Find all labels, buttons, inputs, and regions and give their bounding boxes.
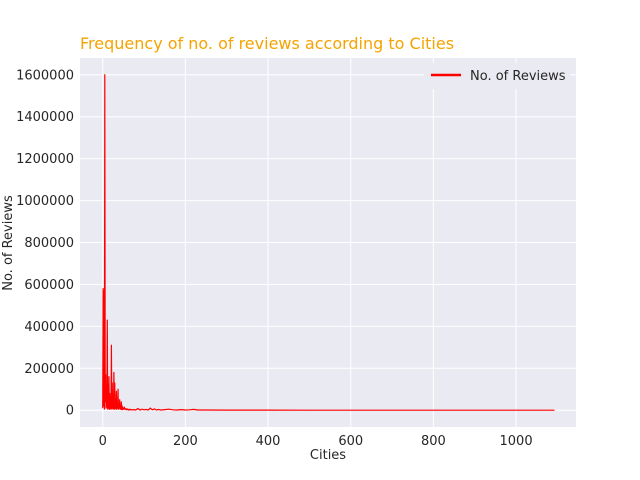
y-tick-label: 200000	[24, 362, 74, 377]
chart-title: Frequency of no. of reviews according to…	[80, 34, 454, 53]
y-tick-label: 800000	[24, 236, 74, 251]
x-tick-label: 400	[256, 434, 281, 449]
y-axis-ticks: 0 200000 400000 600000 800000 1000000 1200000 1…	[16, 68, 74, 418]
legend-label-no-of-reviews: No. of Reviews	[470, 69, 566, 84]
x-tick-label: 0	[99, 434, 107, 449]
x-tick-label: 200	[173, 434, 198, 449]
series-layer	[102, 74, 555, 411]
y-tick-label: 0	[66, 404, 74, 419]
y-tick-label: 1600000	[16, 68, 74, 83]
x-axis-title: Cities	[310, 448, 346, 463]
series-line-no-of-reviews	[102, 74, 555, 411]
x-tick-label: 600	[338, 434, 363, 449]
y-axis-title: No. of Reviews	[1, 195, 16, 291]
y-tick-label: 400000	[24, 320, 74, 335]
x-axis-ticks: 0 200 400 600 800 1000	[99, 434, 533, 449]
x-tick-label: 800	[421, 434, 446, 449]
x-tick-label: 1000	[500, 434, 533, 449]
y-tick-label: 1000000	[16, 194, 74, 209]
y-tick-label: 1200000	[16, 152, 74, 167]
y-tick-label: 600000	[24, 278, 74, 293]
legend: No. of Reviews	[424, 63, 570, 89]
y-tick-label: 1400000	[16, 110, 74, 125]
